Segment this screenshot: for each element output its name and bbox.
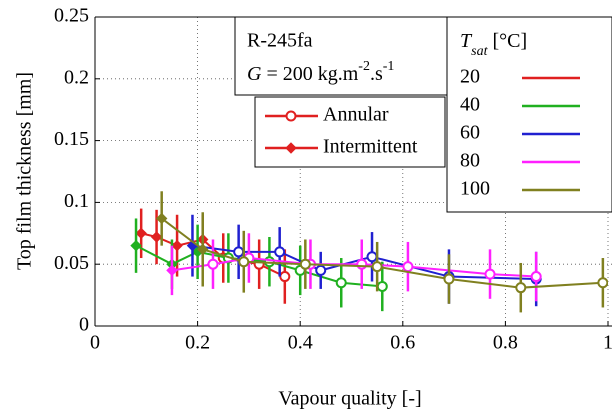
- y-axis-label: Top film thickness [mm]: [14, 72, 36, 270]
- marker-circle: [515, 282, 527, 294]
- marker-diamond: [130, 239, 142, 252]
- info-flux-part: -1: [383, 59, 395, 74]
- marker-circle: [238, 256, 250, 268]
- y-tick-label: 0.05: [54, 252, 89, 274]
- marker-circle: [315, 264, 327, 276]
- legend: [446, 16, 612, 213]
- y-tick-label: 0: [79, 314, 89, 336]
- info-flux-part: .s: [370, 63, 383, 85]
- info-fluid: R-245fa: [247, 30, 313, 52]
- marker-circle: [356, 258, 368, 270]
- info-flux-part: G: [247, 63, 262, 85]
- info-flux-part: -2: [358, 59, 370, 74]
- marker-diamond: [150, 231, 163, 243]
- marker-diamond: [171, 239, 183, 252]
- info-box: [234, 16, 456, 96]
- x-axis-label: Vapour quality [-]: [278, 388, 421, 410]
- series-line: [171, 257, 537, 278]
- regime-legend-entries: Annular Intermittent: [265, 104, 418, 158]
- ticks: 0 0.2 0.4 0.6 0.8 1 0 0.05 0.1 0.15 0.2 0.25: [54, 5, 612, 354]
- info-flux: G = 200 kg.m-2.s-1: [247, 59, 394, 84]
- legend-label: 20: [460, 66, 480, 88]
- marker-diamond: [166, 264, 178, 277]
- marker-circle: [335, 277, 347, 289]
- data: [130, 191, 608, 313]
- marker-diamond: [285, 142, 297, 154]
- marker-circle: [285, 110, 297, 122]
- marker-circle: [371, 261, 383, 273]
- y-tick-label: 0.1: [64, 190, 89, 212]
- legend-label: 40: [460, 94, 480, 116]
- legend-title-part: T: [460, 30, 473, 52]
- marker-diamond: [197, 243, 209, 256]
- marker-diamond: [155, 212, 168, 225]
- x-tick-label: 0.4: [288, 332, 313, 354]
- marker-circle: [484, 268, 496, 280]
- marker-circle: [299, 258, 311, 270]
- marker-circle: [274, 246, 286, 258]
- marker-circle: [376, 280, 388, 292]
- legend-label: 60: [460, 122, 480, 144]
- marker-circle: [279, 271, 291, 283]
- marker-circle: [443, 273, 455, 285]
- legend-entries: 20 40 60 80 100: [460, 66, 580, 200]
- series-line: [161, 217, 603, 289]
- legend-label: Annular: [323, 104, 389, 126]
- legend-label: 80: [460, 150, 480, 172]
- marker-circle: [366, 251, 378, 263]
- marker-diamond: [135, 227, 147, 240]
- legend-title-part: [°C]: [487, 30, 527, 52]
- legend-title-part: sat: [471, 44, 488, 59]
- x-tick-label: 0.6: [390, 332, 415, 354]
- marker-circle: [233, 246, 245, 258]
- marker-circle: [207, 258, 219, 270]
- marker-circle: [402, 261, 414, 273]
- x-tick-label: 0.8: [493, 332, 518, 354]
- legend-title: Tsat [°C]: [460, 30, 527, 60]
- regime-legend: [254, 96, 446, 168]
- marker-circle: [597, 277, 608, 289]
- y-tick-label: 0.25: [54, 5, 89, 27]
- marker-circle: [530, 271, 542, 283]
- x-tick-label: 0.2: [185, 332, 210, 354]
- legend-label: Intermittent: [323, 136, 418, 158]
- legend-label: 100: [460, 178, 490, 200]
- info-flux-part: = 200 kg.m: [261, 63, 358, 85]
- y-tick-label: 0.15: [54, 128, 89, 150]
- y-tick-label: 0.2: [64, 66, 89, 88]
- x-tick-label: 0: [90, 332, 100, 354]
- x-tick-label: 1: [603, 332, 612, 354]
- series: [155, 191, 608, 313]
- series: [166, 233, 542, 302]
